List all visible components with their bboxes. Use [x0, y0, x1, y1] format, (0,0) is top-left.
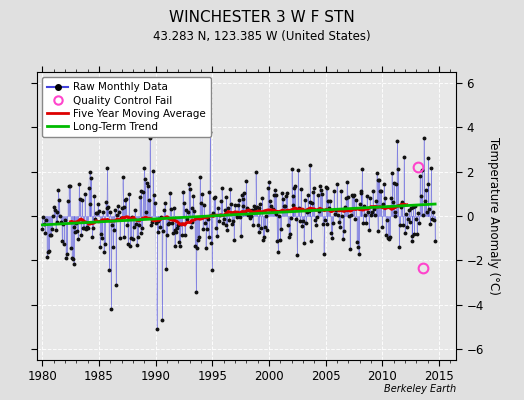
Text: Berkeley Earth: Berkeley Earth	[384, 384, 456, 394]
Text: WINCHESTER 3 W F STN: WINCHESTER 3 W F STN	[169, 10, 355, 25]
Y-axis label: Temperature Anomaly (°C): Temperature Anomaly (°C)	[487, 137, 500, 295]
Text: 43.283 N, 123.385 W (United States): 43.283 N, 123.385 W (United States)	[153, 30, 371, 43]
Legend: Raw Monthly Data, Quality Control Fail, Five Year Moving Average, Long-Term Tren: Raw Monthly Data, Quality Control Fail, …	[42, 77, 211, 137]
